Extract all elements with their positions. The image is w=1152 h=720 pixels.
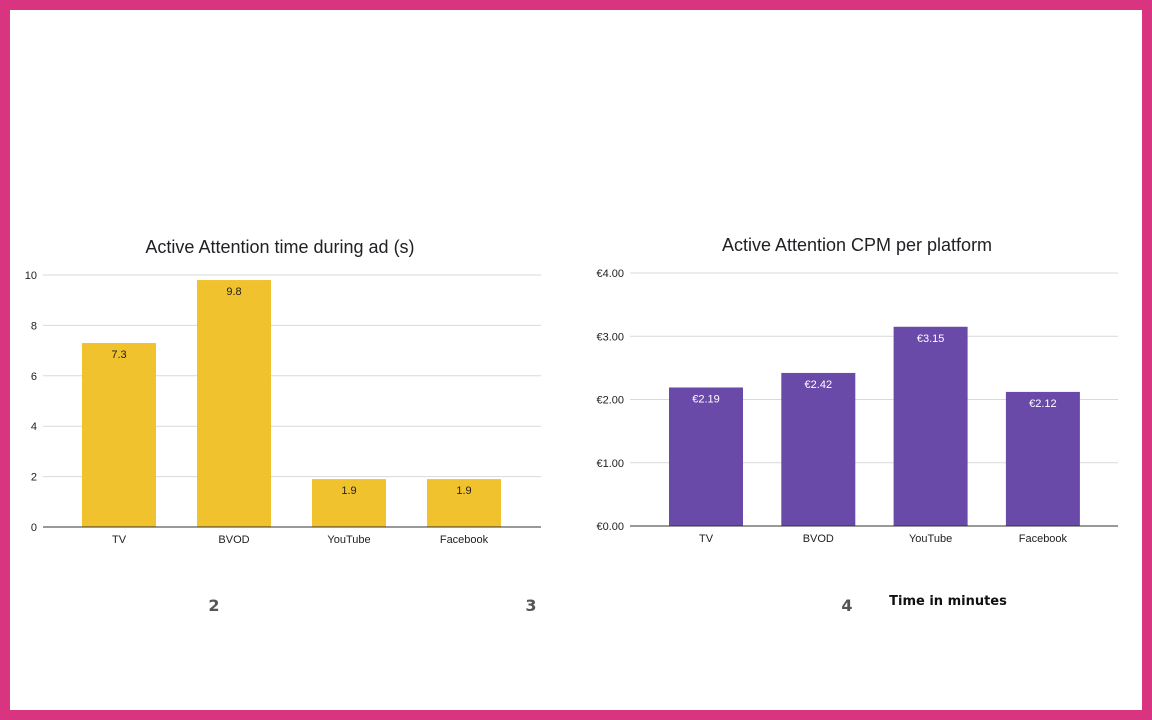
chart2-y-tick-label: €0.00 — [596, 521, 624, 533]
chart1-bar-tv — [82, 343, 156, 527]
chart2-data-label: €2.42 — [805, 379, 833, 391]
chart1-y-tick-label: 6 — [31, 371, 37, 383]
chart2-data-label: €2.12 — [1029, 398, 1057, 410]
chart1-data-label: 7.3 — [111, 349, 126, 361]
chart2-data-label: €2.19 — [692, 393, 720, 405]
chart2-x-tick-label: YouTube — [909, 533, 952, 545]
chart1-x-tick-label: YouTube — [327, 534, 370, 546]
chart1-data-label: 9.8 — [226, 286, 241, 298]
chart2-y-tick-label: €1.00 — [596, 458, 624, 470]
chart2-x-tick-label: BVOD — [803, 533, 834, 545]
chart2-x-tick-label: Facebook — [1019, 533, 1068, 545]
chart1-data-label: 1.9 — [341, 485, 356, 497]
chart2-title: Active Attention CPM per platform — [722, 235, 992, 255]
chart1-y-tick-label: 0 — [31, 522, 37, 534]
page-number-4: 4 — [841, 596, 852, 615]
time-in-minutes-note: Time in minutes — [889, 594, 1007, 609]
chart2-y-tick-label: €4.00 — [596, 268, 624, 280]
chart1-y-tick-label: 10 — [25, 270, 37, 282]
chart1-x-tick-label: BVOD — [218, 534, 249, 546]
chart1-x-tick-label: Facebook — [440, 534, 489, 546]
chart1-data-label: 1.9 — [456, 485, 471, 497]
chart1-x-tick-label: TV — [112, 534, 127, 546]
chart1-y-tick-label: 4 — [31, 421, 37, 433]
chart1-y-tick-label: 8 — [31, 320, 37, 332]
page-number-2: 2 — [208, 596, 219, 615]
chart1-bar-facebook — [427, 479, 501, 527]
chart2-bar-youtube — [893, 326, 968, 526]
chart2-x-tick-label: TV — [699, 533, 714, 545]
chart1-title: Active Attention time during ad (s) — [145, 237, 414, 257]
chart1-bar-bvod — [197, 280, 271, 527]
chart1-y-tick-label: 2 — [31, 472, 37, 484]
chart2-data-label: €3.15 — [917, 333, 945, 345]
chart2-bar-bvod — [781, 372, 856, 526]
chart2-y-tick-label: €3.00 — [596, 331, 624, 343]
chart2-bar-tv — [669, 387, 743, 526]
chart2-y-tick-label: €2.00 — [596, 395, 624, 407]
page-number-3: 3 — [525, 596, 536, 615]
chart1-bar-youtube — [312, 479, 386, 527]
chart2-bar-facebook — [1005, 391, 1080, 526]
